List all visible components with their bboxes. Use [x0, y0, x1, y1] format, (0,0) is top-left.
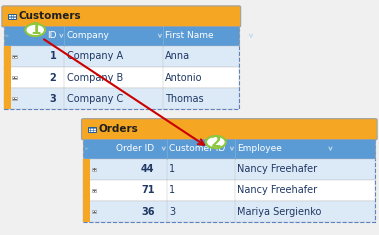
Bar: [4, 67, 239, 88]
Text: Company A: Company A: [67, 51, 123, 61]
Text: Employee: Employee: [237, 144, 282, 153]
Text: 2: 2: [210, 135, 221, 149]
Text: Company C: Company C: [67, 94, 123, 104]
FancyBboxPatch shape: [2, 6, 241, 27]
Text: Customers: Customers: [19, 12, 81, 21]
Bar: [8, 14, 16, 19]
Text: Nancy Freehafer: Nancy Freehafer: [237, 164, 317, 174]
Bar: [91, 168, 96, 171]
Bar: [88, 127, 96, 132]
Polygon shape: [6, 34, 9, 38]
Text: Orders: Orders: [99, 124, 138, 134]
Text: Company B: Company B: [67, 73, 123, 82]
Bar: [83, 159, 90, 180]
Text: Mariya Sergienko: Mariya Sergienko: [237, 207, 322, 216]
Bar: [4, 26, 239, 46]
FancyBboxPatch shape: [81, 119, 377, 140]
Text: 3: 3: [169, 207, 175, 216]
Text: 3: 3: [50, 94, 56, 104]
Text: 1: 1: [50, 51, 56, 61]
Bar: [91, 210, 96, 213]
Text: ID: ID: [47, 31, 56, 40]
Circle shape: [206, 136, 226, 148]
Text: Order ID: Order ID: [116, 144, 155, 153]
Bar: [4, 67, 11, 88]
Text: 1: 1: [169, 185, 175, 195]
Bar: [83, 180, 90, 201]
Bar: [4, 46, 239, 67]
Text: Customer ID: Customer ID: [169, 144, 225, 153]
Bar: [83, 180, 375, 201]
Bar: [83, 139, 375, 159]
Bar: [12, 97, 17, 100]
Text: 44: 44: [141, 164, 155, 174]
Text: Antonio: Antonio: [165, 73, 203, 82]
Text: First Name: First Name: [165, 31, 214, 40]
Bar: [4, 7, 239, 109]
Text: 36: 36: [141, 207, 155, 216]
Bar: [12, 55, 17, 58]
Text: 2: 2: [50, 73, 56, 82]
Bar: [83, 159, 375, 180]
Bar: [4, 88, 239, 109]
Polygon shape: [85, 147, 89, 150]
Bar: [83, 201, 375, 222]
Bar: [12, 76, 17, 79]
Bar: [4, 46, 11, 67]
Text: Anna: Anna: [165, 51, 190, 61]
Bar: [91, 189, 96, 192]
Bar: [83, 201, 90, 222]
Text: 1: 1: [30, 23, 41, 37]
Text: Company: Company: [67, 31, 110, 40]
Text: 1: 1: [169, 164, 175, 174]
Text: 71: 71: [141, 185, 155, 195]
Bar: [4, 88, 11, 109]
Circle shape: [25, 24, 45, 36]
Text: Nancy Freehafer: Nancy Freehafer: [237, 185, 317, 195]
Text: Thomas: Thomas: [165, 94, 204, 104]
Bar: [83, 120, 375, 222]
